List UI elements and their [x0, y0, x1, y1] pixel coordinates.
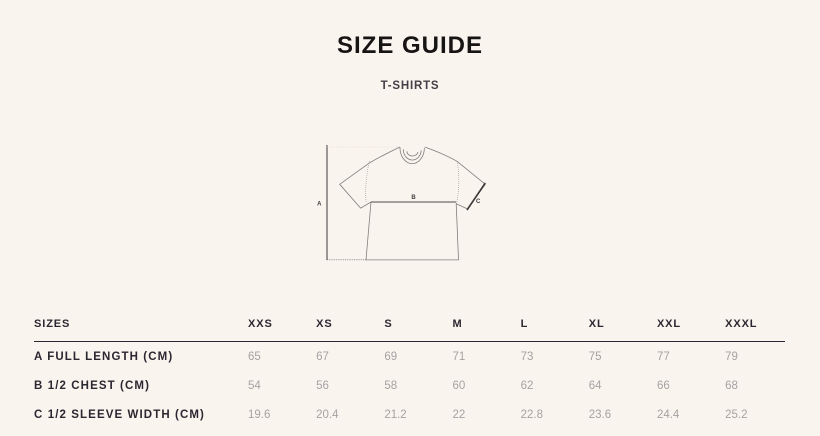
svg-text:C: C: [476, 199, 481, 205]
svg-text:A: A: [317, 202, 322, 208]
svg-text:B: B: [411, 195, 416, 201]
